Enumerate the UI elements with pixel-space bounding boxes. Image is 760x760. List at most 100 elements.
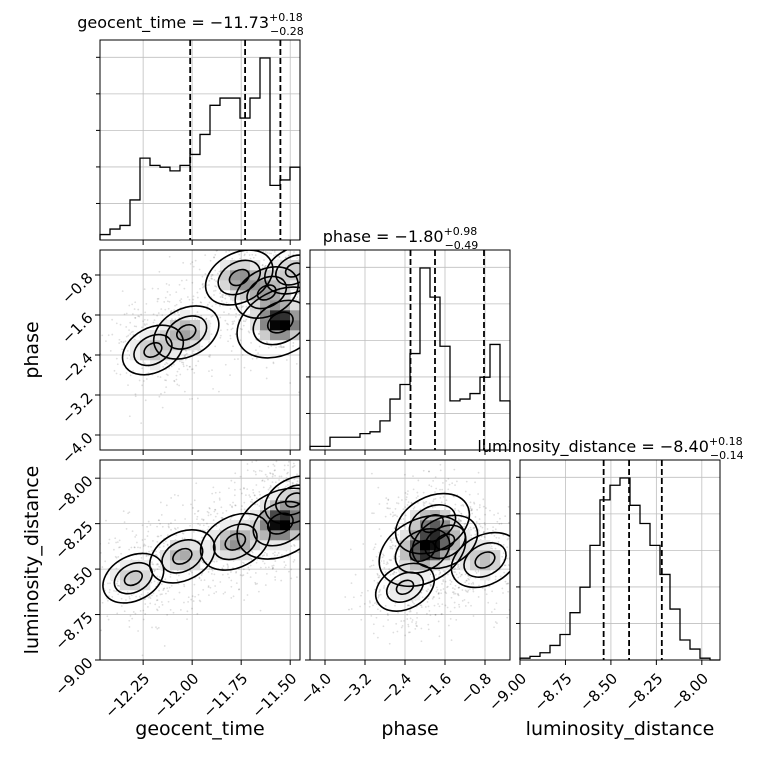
density-cell <box>270 290 281 301</box>
sample-point <box>186 368 189 371</box>
sample-point <box>391 515 394 518</box>
sample-point <box>522 595 524 597</box>
sample-point <box>296 241 298 243</box>
sample-point <box>174 528 177 531</box>
sample-point <box>301 551 303 553</box>
sample-point <box>213 294 215 296</box>
sample-point <box>288 236 290 238</box>
sample-point <box>232 595 235 598</box>
sample-point <box>427 588 430 591</box>
sample-point <box>313 486 315 488</box>
sample-point <box>161 593 163 596</box>
sample-point <box>252 237 254 239</box>
sample-point <box>393 570 396 573</box>
panel-frame <box>309 459 511 661</box>
sample-point <box>208 507 211 509</box>
density-cell <box>460 560 471 571</box>
sample-point <box>221 296 224 299</box>
sample-point <box>184 358 187 361</box>
sample-point <box>246 469 249 472</box>
sample-point <box>235 582 238 585</box>
sample-point <box>228 487 230 490</box>
density-cell <box>250 290 261 301</box>
sample-point <box>116 582 118 585</box>
sample-point <box>173 312 176 315</box>
sample-point <box>263 455 265 457</box>
sample-point <box>483 536 486 539</box>
sample-point <box>145 555 148 558</box>
density-cell <box>390 590 401 601</box>
sample-point <box>308 525 310 527</box>
sample-point <box>308 210 310 212</box>
sample-point <box>280 579 283 582</box>
sample-point <box>308 300 310 302</box>
sample-point <box>296 241 298 243</box>
sample-point <box>201 345 203 348</box>
sample-point <box>417 495 419 498</box>
sample-point <box>115 556 118 559</box>
sample-point <box>251 233 253 235</box>
sample-point <box>273 251 276 253</box>
sample-point <box>477 570 480 573</box>
sample-point <box>374 543 377 546</box>
sample-point <box>375 555 378 558</box>
sample-point <box>211 560 214 563</box>
contour-level <box>143 341 163 359</box>
sample-point <box>302 518 304 520</box>
sample-point <box>395 571 398 574</box>
sample-point <box>393 514 395 517</box>
density-cell <box>200 540 211 551</box>
sample-point <box>255 484 258 486</box>
sample-point <box>213 278 216 281</box>
sample-point <box>491 590 494 593</box>
sample-point <box>406 604 409 607</box>
contour-level <box>165 315 208 350</box>
sample-point <box>222 294 225 296</box>
sample-point <box>379 593 382 596</box>
sample-point <box>425 500 428 503</box>
sample-point <box>245 245 247 247</box>
sample-point <box>472 581 474 584</box>
density-cell <box>140 560 151 571</box>
sample-point <box>125 527 128 530</box>
sample-point <box>359 605 362 608</box>
density-cell <box>130 340 141 351</box>
sample-point <box>220 506 223 509</box>
sample-point <box>391 530 394 533</box>
sample-point <box>214 247 216 249</box>
sample-point <box>384 605 387 607</box>
sample-point <box>349 269 351 271</box>
sample-point <box>305 498 307 500</box>
sample-point <box>413 602 416 605</box>
sample-point <box>489 509 491 512</box>
sample-point <box>271 475 274 478</box>
sample-point <box>426 612 428 615</box>
sample-point <box>242 568 245 571</box>
sample-point <box>155 554 158 556</box>
sample-point <box>238 253 241 256</box>
sample-point <box>196 291 199 294</box>
sample-point <box>305 500 307 502</box>
sample-point <box>165 504 168 507</box>
sample-point <box>340 289 342 291</box>
sample-point <box>535 562 537 564</box>
sample-point <box>319 475 321 477</box>
sample-point <box>338 495 340 497</box>
sample-point <box>195 482 198 485</box>
sample-point <box>156 298 159 300</box>
sample-point <box>389 539 392 542</box>
sample-point <box>229 504 232 506</box>
density-cell <box>230 550 241 561</box>
sample-point <box>315 512 317 514</box>
density-cell <box>220 550 231 561</box>
sample-point <box>407 490 409 492</box>
density-cell <box>250 310 261 321</box>
sample-point <box>210 274 213 276</box>
sample-point <box>517 537 519 539</box>
sample-point <box>233 320 236 323</box>
sample-point <box>111 596 114 598</box>
sample-point <box>214 515 217 518</box>
sample-point <box>444 604 447 607</box>
sample-point <box>494 547 497 550</box>
sample-point <box>445 592 448 595</box>
